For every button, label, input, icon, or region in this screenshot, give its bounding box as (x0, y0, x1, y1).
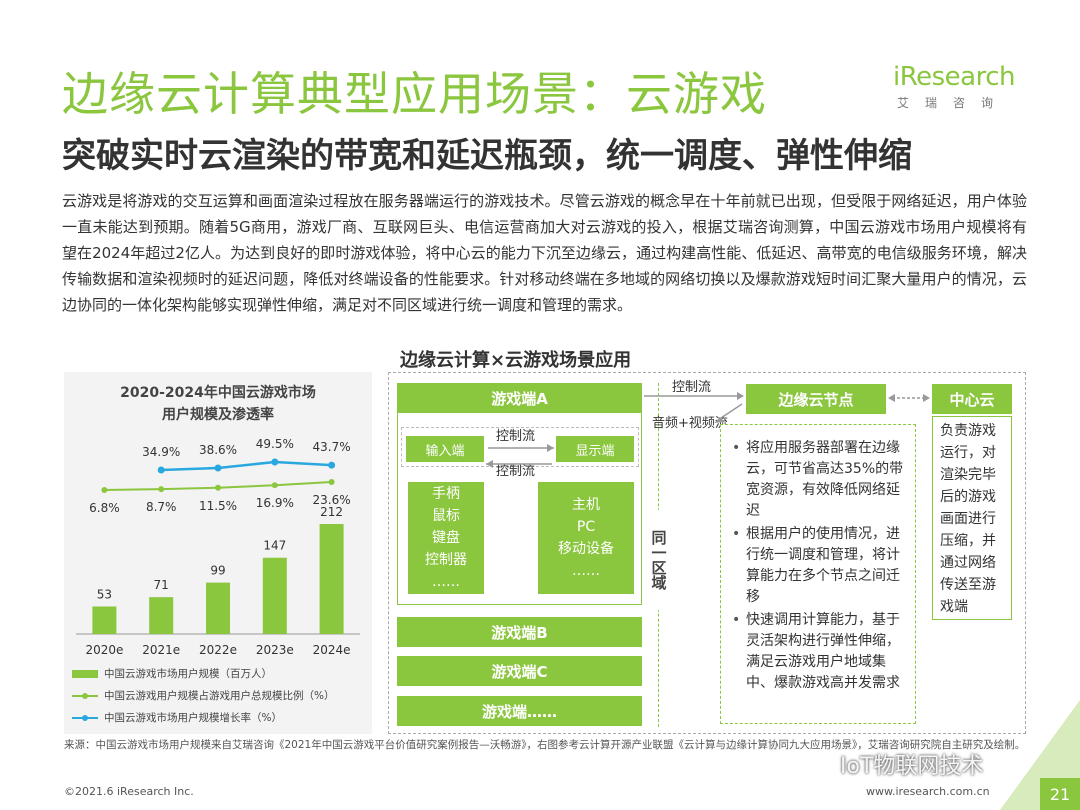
edge-arrows (644, 392, 744, 423)
ratio-point-2021e (158, 486, 165, 493)
growth-line (161, 460, 332, 472)
edge-point-1: 将应用服务器部署在边缘云，可节省高达35%的带宽资源，有效降低网络延迟 (728, 438, 908, 522)
av-flow-label: 音频+视频流 (652, 416, 728, 431)
growth-label-2022e: 38.6% (199, 443, 237, 457)
input-devices-box: 手柄 鼠标 键盘 控制器 …… (408, 482, 484, 594)
control-flow-top-label: 控制流 (672, 380, 712, 395)
legend-bar-swatch (72, 669, 98, 678)
bar-2022e (206, 582, 230, 634)
display-end-box: 显示端 (556, 436, 634, 462)
x-tick-2023e: 2023e (256, 643, 294, 657)
copyright: ©2021.6 iResearch Inc. (64, 785, 194, 798)
ratio-point-2020e (101, 487, 108, 493)
device-more-left: …… (432, 574, 460, 590)
device-gamepad: 手柄 (432, 486, 460, 502)
chart-title-line1: 2020-2024年中国云游戏市场 (120, 385, 316, 401)
input-end-box: 输入端 (406, 436, 484, 462)
ratio-point-2024e (328, 479, 335, 485)
center-cloud-text: 负责游戏运行，对渲染完毕后的游戏画面进行压缩，并通过网络传送至游戏端 (940, 423, 996, 615)
ratio-label-2023e: 16.9% (256, 496, 294, 510)
bar-label-2023e: 147 (263, 539, 286, 553)
bar-2020e (92, 606, 117, 634)
legend-bar-label: 中国云游戏市场用户规模（百万人） (104, 668, 272, 680)
legend-ratio: 中国云游戏用户规模占游戏用户总规模比例（%） (72, 688, 334, 703)
bar-2023e (262, 557, 287, 634)
game-a-header: 游戏端A (397, 383, 642, 413)
source-note: 来源：中国云游戏市场用户规模来自艾瑞咨询《2021年中国云游戏平台价值研究案例报… (64, 739, 1026, 751)
logo-main-text: iResearch (893, 62, 1015, 92)
diagram-frame (388, 372, 1026, 734)
diagram-title: 边缘云计算×云游戏场景应用 (400, 350, 632, 371)
ratio-point-2023e (271, 482, 278, 489)
bar-2024e (319, 524, 344, 634)
edge-node-header: 边缘云节点 (746, 384, 886, 414)
device-keyboard: 键盘 (432, 530, 460, 546)
logo-sub-text: 艾瑞咨询 (897, 96, 1010, 110)
body-paragraph: 云游戏是将游戏的交互运算和画面渲染过程放在服务器端运行的游戏技术。尽管云游戏的概… (62, 192, 1027, 314)
legend-bar: 中国云游戏市场用户规模（百万人） (72, 666, 272, 681)
page-title: 边缘云计算典型应用场景：云游戏 (62, 67, 767, 121)
bar-label-2022e: 99 (210, 564, 225, 578)
combo-chart: 53 2020e 71 2021e 99 2022e 147 2023e 212 2024e 6.8… (76, 437, 360, 657)
ratio-label-2024e: 23.6% (313, 493, 351, 507)
x-tick-2021e: 2021e (142, 643, 180, 657)
device-controller: 控制器 (425, 552, 467, 568)
bar-label-2024e: 212 (320, 505, 343, 519)
bar-label-2020e: 53 (97, 588, 112, 602)
control-flow-label-1: 控制流 (496, 429, 536, 444)
device-console: 主机 (572, 497, 600, 513)
bar-label-2021e: 71 (154, 578, 169, 592)
device-pc: PC (576, 519, 596, 535)
growth-label-2023e: 49.5% (256, 437, 294, 451)
chart-title-line2: 用户规模及渗透率 (162, 407, 274, 423)
center-cloud-header: 中心云 (932, 384, 1012, 414)
ratio-label-2022e: 11.5% (199, 499, 237, 513)
bar-2021e (149, 597, 174, 634)
website: www.iresearch.com.cn (866, 785, 990, 798)
game-etc-box: 游戏端…… (397, 696, 642, 726)
growth-point-2024e (328, 461, 336, 469)
control-flow-label-2: 控制流 (496, 464, 536, 479)
growth-label-2024e: 43.7% (313, 440, 351, 454)
iresearch-logo: iResearch 艾瑞咨询 (893, 62, 1023, 122)
x-tick-2024e: 2024e (313, 643, 351, 657)
same-region-label: 同一区域 (646, 510, 672, 610)
display-devices-box: 主机 PC 移动设备 …… (538, 482, 634, 594)
chart-title: 2020-2024年中国云游戏市场 用户规模及渗透率 (64, 382, 372, 426)
growth-label-2021e: 34.9% (142, 445, 180, 459)
edge-point-3: 快速调用计算能力，基于灵活架构进行弹性伸缩，满足云游戏用户地域集中、爆款游戏高并… (728, 610, 908, 694)
device-mobile: 移动设备 (558, 541, 614, 557)
watermark: IoT物联网技术 (840, 754, 984, 779)
x-tick-2022e: 2022e (199, 643, 237, 657)
ratio-label-2021e: 8.7% (146, 500, 177, 514)
device-more-right: …… (572, 563, 600, 579)
growth-point-2021e (157, 466, 165, 474)
center-cloud-panel (932, 416, 1012, 620)
game-c-box: 游戏端C (397, 656, 642, 686)
legend-growth-swatch (72, 714, 98, 721)
page-subtitle: 突破实时云渲染的带宽和延迟瓶颈，统一调度、弹性伸缩 (62, 136, 912, 176)
legend-ratio-label: 中国云游戏用户规模占游戏用户总规模比例（%） (104, 690, 335, 702)
growth-point-2022e (214, 464, 222, 472)
device-mouse: 鼠标 (432, 508, 460, 524)
edge-point-2: 根据用户的使用情况，进行统一调度和管理，将计算能力在多个节点之间迁移 (728, 524, 908, 608)
growth-point-2023e (271, 458, 279, 466)
legend-growth-label: 中国云游戏市场用户规模增长率（%） (104, 712, 282, 724)
edge-center-arrow (888, 394, 930, 402)
x-tick-2020e: 2020e (85, 643, 123, 657)
edge-node-list: 将应用服务器部署在边缘云，可节省高达35%的带宽资源，有效降低网络延迟 根据用户… (728, 438, 908, 696)
ratio-label-2020e: 6.8% (89, 501, 120, 515)
ratio-point-2022e (215, 484, 221, 491)
page-number: 21 (1040, 778, 1080, 810)
io-arrows (486, 444, 554, 468)
game-b-box: 游戏端B (397, 617, 642, 647)
legend-ratio-swatch (72, 692, 98, 699)
io-dashed-frame (401, 427, 639, 467)
legend-growth: 中国云游戏市场用户规模增长率（%） (72, 710, 282, 725)
